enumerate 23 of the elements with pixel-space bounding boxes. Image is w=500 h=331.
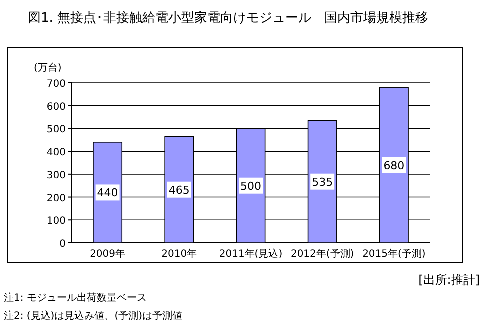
y-tick-label: 600 [46, 102, 66, 113]
x-tick-label: 2015年(予測) [362, 248, 426, 260]
x-tick-label: 2010年 [162, 248, 198, 260]
x-tick-label: 2009年 [90, 248, 126, 260]
y-tick-label: 0 [60, 239, 66, 250]
data-label: 500 [240, 180, 262, 193]
data-label: 440 [97, 186, 118, 200]
y-tick-label: 200 [46, 193, 66, 204]
x-tick-label: 2012年(予測) [290, 248, 354, 260]
data-label: 535 [312, 176, 334, 189]
chart-title: 図1. 無接点･非接触給電小型家電向けモジュール 国内市場規模推移 [28, 10, 429, 26]
y-tick-label: 700 [46, 79, 66, 90]
x-tick-label: 2011年(見込) [219, 248, 283, 260]
y-axis-title: (万台) [34, 62, 62, 74]
data-label: 465 [168, 184, 190, 197]
data-label: 680 [384, 159, 405, 172]
text: [出所:推計] [418, 273, 480, 287]
text: 注1: モジュール出荷数量ベース [4, 292, 147, 304]
y-tick-label: 400 [46, 148, 66, 159]
y-tick-label: 500 [46, 124, 66, 136]
text: 注2: (見込)は見込み値、(予測)は予測値 [4, 310, 183, 322]
y-tick-label: 300 [46, 170, 66, 182]
y-tick-label: 100 [46, 216, 66, 228]
